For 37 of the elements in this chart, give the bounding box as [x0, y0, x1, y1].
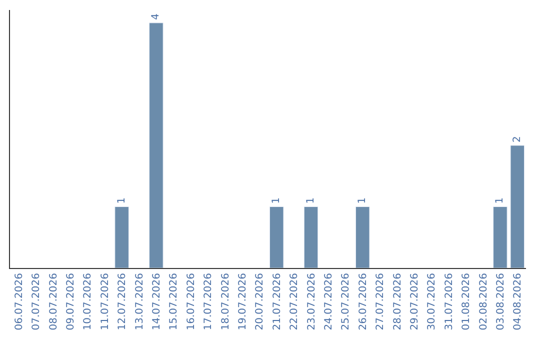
x-tick-label: 17.07.2026	[203, 273, 214, 330]
x-tick-label: 02.08.2026	[478, 273, 490, 330]
x-tick-label: 19.07.2026	[237, 273, 248, 330]
x-tick-label: 16.07.2026	[186, 273, 197, 330]
x-tick-label: 28.07.2026	[392, 273, 404, 330]
data-label: 1	[357, 197, 368, 204]
data-label: 1	[306, 197, 316, 204]
x-tick-label: 18.07.2026	[220, 273, 232, 330]
x-tick-label: 30.07.2026	[426, 273, 438, 330]
x-tick-label: 20.07.2026	[254, 273, 266, 330]
x-tick-label: 15.07.2026	[168, 273, 180, 330]
x-tick-label: 12.07.2026	[117, 273, 128, 330]
data-label: 4	[150, 14, 162, 20]
x-tick-label: 25.07.2026	[340, 273, 352, 330]
data-label: 1	[494, 197, 506, 204]
x-tick-label: 14.07.2026	[151, 273, 162, 330]
x-tick-label: 06.07.2026	[14, 273, 25, 330]
x-tick-label: 31.07.2026	[444, 273, 455, 330]
x-tick-label: 13.07.2026	[134, 273, 146, 330]
x-tick-label: 23.07.2026	[306, 273, 318, 330]
x-tick-label: 08.07.2026	[48, 273, 60, 330]
x-tick-label: 29.07.2026	[409, 273, 420, 330]
x-tick-label: 24.07.2026	[323, 273, 334, 330]
x-tick-label: 21.07.2026	[272, 273, 283, 330]
x-tick-label: 04.08.2026	[512, 273, 524, 330]
x-tick-label: 03.08.2026	[495, 273, 506, 330]
x-tick-label: 01.08.2026	[461, 273, 472, 330]
x-tick-label: 22.07.2026	[289, 273, 300, 330]
data-label: 2	[512, 136, 523, 142]
x-tick-label: 10.07.2026	[82, 273, 94, 330]
data-label: 1	[271, 197, 282, 204]
x-tick-label: 07.07.2026	[31, 273, 42, 330]
x-tick-label: 26.07.2026	[358, 273, 369, 330]
data-label: 1	[116, 197, 128, 204]
x-tick-label: 11.07.2026	[100, 273, 111, 330]
x-tick-label: 09.07.2026	[65, 273, 76, 330]
x-tick-label: 27.07.2026	[375, 273, 386, 330]
